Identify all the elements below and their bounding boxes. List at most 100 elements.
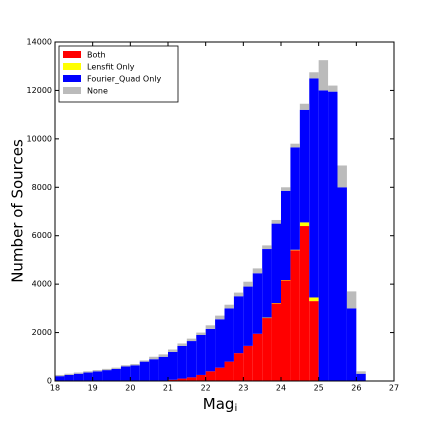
bar [290,147,300,250]
bar [224,304,234,309]
bar [243,345,253,381]
bar [196,334,206,375]
bar [318,90,329,381]
bar [196,332,206,335]
x-tick-label: 24 [276,384,286,393]
bar [262,318,272,381]
bar [92,370,103,372]
bar [158,356,168,381]
y-tick-label: 10000 [27,134,52,143]
y-tick-label: 0 [47,377,52,386]
bar [271,219,281,224]
bar [92,371,103,381]
bar [130,364,140,366]
x-label-subscript: i [234,403,237,414]
bar [346,308,357,381]
x-label-main: Mag [203,395,235,413]
bar [158,354,168,357]
bar [281,280,291,381]
y-tick-label: 12000 [27,86,52,95]
bar [186,341,197,378]
bar [290,250,300,381]
bar [205,325,216,329]
bar [309,297,319,302]
bar [328,85,338,92]
bar [328,91,338,381]
bar [196,374,206,381]
bar [271,303,281,381]
bar [252,273,263,334]
bar [64,374,74,381]
bar [262,249,272,318]
bar [224,361,234,381]
bar [271,223,281,304]
bar [309,78,319,298]
bar [177,345,187,379]
bar [205,328,216,372]
bar [346,291,357,309]
bar [215,367,225,381]
bar [356,373,366,381]
x-tick-label: 27 [389,384,399,393]
bar [281,187,291,191]
bar [168,351,178,380]
bar [252,268,263,274]
bar [356,371,366,374]
legend-swatch [63,51,81,58]
y-tick-label: 2000 [32,328,52,337]
bar [168,379,178,381]
x-tick-label: 21 [163,384,173,393]
legend-label: Lensfit Only [87,63,135,72]
bar [177,378,187,381]
legend-label: Fourier_Quad Only [87,75,161,84]
bar [55,376,65,381]
bar [233,292,244,297]
x-axis-label: Magi [203,395,237,415]
bar [290,143,300,148]
bar [309,301,319,381]
bar [168,349,178,352]
x-tick-label: 18 [50,384,60,393]
bar [299,103,310,110]
bar [186,377,197,381]
legend-swatch [63,63,81,70]
bar [252,333,263,381]
bar [73,372,84,374]
bar [102,370,112,381]
bar [149,356,159,360]
bar [299,226,310,381]
bar [233,296,244,354]
x-tick-label: 22 [201,384,211,393]
bar [233,353,244,381]
x-tick-label: 19 [88,384,98,393]
legend-swatch [63,75,81,82]
bar [186,338,197,342]
bar [177,343,187,346]
x-tick-label: 20 [125,384,135,393]
x-tick-label: 26 [351,384,361,393]
bar [64,373,74,375]
bar [111,367,121,369]
y-tick-label: 4000 [32,280,52,289]
x-tick-label: 25 [314,384,324,393]
bar [120,366,131,381]
bar [83,371,93,373]
bar [243,281,253,287]
bar [205,371,216,381]
y-tick-label: 8000 [32,183,52,192]
legend-label: None [87,87,108,96]
bar [337,187,347,381]
bar [281,190,291,281]
bar [318,60,329,91]
bar [309,72,319,79]
bar [73,373,84,381]
bar [83,372,93,381]
bar [120,365,131,367]
y-axis-label: Number of Sources [9,139,27,283]
bar [243,286,253,346]
bar [337,165,347,188]
legend-label: Both [87,51,106,60]
bar [215,319,225,368]
bar [102,368,112,371]
